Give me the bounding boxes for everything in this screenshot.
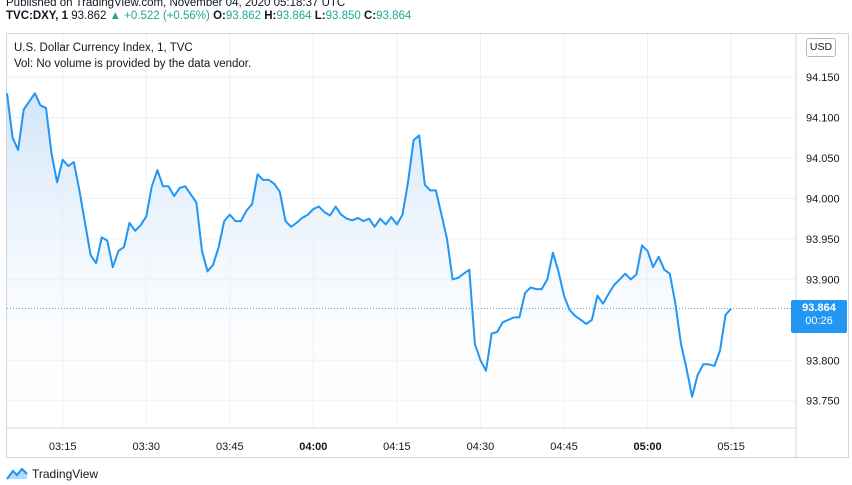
symbol-label: TVC:DXY, 1: [6, 10, 68, 22]
badge-countdown: 00:26: [805, 315, 833, 327]
close-value: 93.864: [376, 10, 412, 22]
chart-frame: [6, 33, 849, 458]
price-area-fill: [7, 93, 732, 429]
x-tick-label: 04:15: [383, 441, 411, 453]
y-tick-label: 94.050: [806, 153, 840, 165]
low-value: 93.850: [325, 10, 361, 22]
y-tick-label: 93.800: [806, 355, 840, 367]
x-tick-label: 04:45: [550, 441, 578, 453]
y-tick-label: 93.750: [806, 396, 840, 408]
x-tick-label: 04:30: [467, 441, 495, 453]
x-tick-label: 03:15: [49, 441, 77, 453]
badge-price: 93.864: [802, 302, 836, 314]
tradingview-logo[interactable]: TradingView: [6, 467, 98, 481]
close-label: C:: [364, 10, 377, 22]
price-badge: 93.864 00:26: [791, 300, 847, 333]
chart-subtitle: Vol: No volume is provided by the data v…: [14, 58, 252, 70]
price-line: [6, 92, 732, 398]
last-price: 93.862: [71, 10, 107, 22]
y-tick-label: 94.100: [806, 113, 840, 125]
quote-line: TVC:DXY, 1 93.862 ▲ +0.522 (+0.56%) O:93…: [6, 10, 411, 22]
y-tick-label: 94.150: [806, 72, 840, 84]
y-tick-label: 93.950: [806, 234, 840, 246]
y-tick-label: 94.000: [806, 193, 840, 205]
low-label: L:: [314, 10, 326, 22]
tradingview-logo-icon: [6, 468, 28, 480]
x-tick-label: 03:30: [132, 441, 160, 453]
x-tick-label: 03:45: [216, 441, 244, 453]
open-label: O:: [213, 10, 226, 22]
x-tick-label: 05:00: [633, 441, 661, 453]
y-tick-label: 93.900: [806, 274, 840, 286]
brand-label: TradingView: [32, 467, 99, 481]
x-tick-label: 04:00: [299, 441, 327, 453]
chart-title: U.S. Dollar Currency Index, 1, TVC: [14, 42, 193, 54]
high-label: H:: [264, 10, 277, 22]
currency-button[interactable]: USD: [806, 38, 836, 57]
high-value: 93.864: [276, 10, 312, 22]
published-caption: Published on TradingView.com, November 0…: [6, 0, 346, 9]
change-value: +0.522 (+0.56%): [124, 10, 210, 22]
open-value: 93.862: [225, 10, 262, 22]
x-tick-label: 05:15: [717, 441, 745, 453]
change-up-icon: ▲: [109, 10, 121, 22]
